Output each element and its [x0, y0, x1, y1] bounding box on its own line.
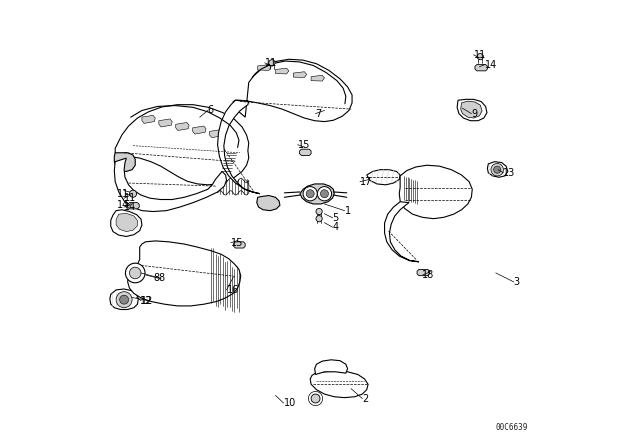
Polygon shape	[193, 126, 206, 134]
Polygon shape	[218, 100, 260, 194]
Circle shape	[306, 190, 314, 198]
Polygon shape	[310, 371, 368, 398]
Polygon shape	[399, 165, 472, 219]
Circle shape	[477, 53, 483, 60]
Polygon shape	[142, 116, 156, 123]
Polygon shape	[115, 158, 227, 211]
Polygon shape	[127, 241, 241, 306]
Circle shape	[311, 394, 320, 403]
Polygon shape	[315, 360, 348, 375]
Polygon shape	[457, 99, 487, 121]
Polygon shape	[209, 129, 223, 138]
Text: 5: 5	[332, 213, 339, 223]
Text: 18: 18	[422, 270, 435, 280]
Text: 14: 14	[117, 200, 130, 210]
Polygon shape	[300, 184, 334, 204]
Text: 15: 15	[231, 238, 243, 248]
Polygon shape	[367, 170, 400, 185]
Text: 3: 3	[514, 277, 520, 287]
Text: 8: 8	[159, 273, 165, 283]
Text: 13: 13	[504, 168, 516, 178]
Circle shape	[303, 187, 317, 201]
Circle shape	[321, 190, 328, 198]
Text: 7: 7	[316, 108, 322, 119]
Polygon shape	[116, 213, 138, 232]
Polygon shape	[275, 68, 289, 74]
Text: 6: 6	[208, 105, 214, 116]
Text: 16: 16	[227, 285, 239, 295]
Circle shape	[129, 267, 141, 279]
Text: 1: 1	[344, 206, 351, 215]
Text: 11: 11	[124, 193, 136, 203]
Text: 15: 15	[298, 140, 310, 150]
Polygon shape	[257, 195, 280, 211]
Circle shape	[125, 263, 145, 283]
Polygon shape	[115, 153, 135, 172]
Polygon shape	[488, 162, 508, 177]
Text: 2: 2	[362, 393, 369, 404]
Text: 11: 11	[265, 58, 277, 68]
Circle shape	[316, 208, 322, 215]
Polygon shape	[159, 119, 172, 127]
Circle shape	[316, 215, 322, 222]
Polygon shape	[311, 75, 324, 81]
Circle shape	[116, 292, 132, 308]
Circle shape	[129, 190, 136, 197]
Polygon shape	[110, 289, 138, 310]
Text: 4: 4	[332, 222, 339, 232]
Polygon shape	[234, 242, 245, 248]
Text: 11: 11	[117, 189, 130, 199]
Circle shape	[317, 187, 332, 201]
Text: 12: 12	[141, 296, 154, 306]
Text: 11: 11	[474, 50, 486, 60]
Polygon shape	[115, 105, 249, 185]
Text: 00C6639: 00C6639	[495, 423, 527, 432]
Polygon shape	[111, 210, 142, 237]
Polygon shape	[385, 202, 419, 262]
Polygon shape	[461, 101, 482, 118]
Polygon shape	[300, 149, 311, 155]
Polygon shape	[293, 72, 307, 78]
Polygon shape	[475, 65, 488, 71]
Polygon shape	[127, 202, 140, 209]
Text: 14: 14	[124, 202, 136, 212]
Text: 17: 17	[360, 177, 372, 187]
Circle shape	[120, 295, 129, 304]
Polygon shape	[233, 59, 352, 121]
Text: 9: 9	[472, 108, 477, 119]
Text: 10: 10	[284, 398, 296, 408]
Polygon shape	[258, 65, 271, 70]
Text: 14: 14	[484, 60, 497, 69]
Circle shape	[493, 166, 500, 173]
Text: 8: 8	[153, 273, 159, 283]
Circle shape	[269, 60, 275, 66]
Polygon shape	[417, 269, 429, 276]
Polygon shape	[176, 122, 189, 130]
Circle shape	[491, 164, 504, 176]
Text: 12: 12	[140, 296, 152, 306]
Polygon shape	[218, 178, 249, 195]
